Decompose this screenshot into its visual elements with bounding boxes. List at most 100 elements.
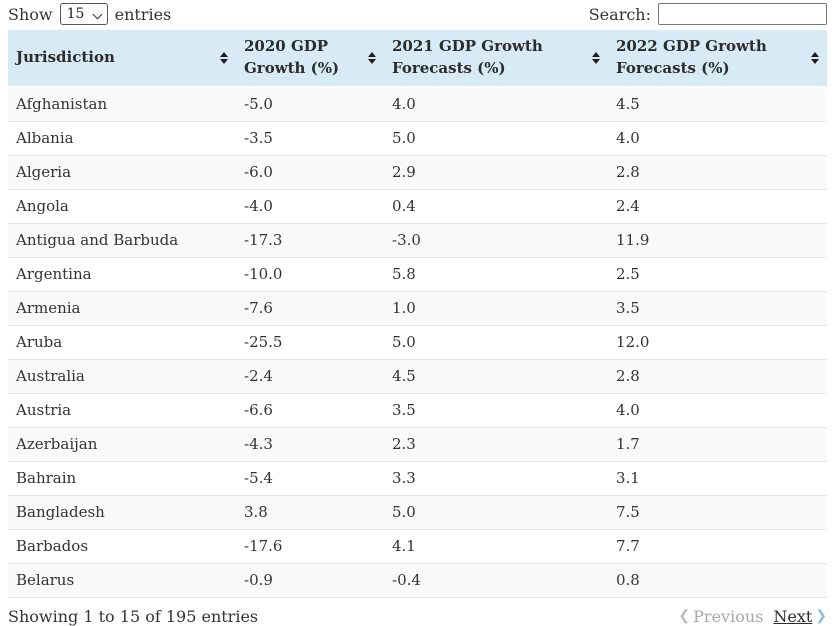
chevron-right-icon: ❯	[815, 608, 827, 624]
cell-2020-gdp-growth: -25.5	[236, 324, 384, 359]
sort-icon	[592, 51, 600, 64]
cell-jurisdiction: Bangladesh	[8, 494, 236, 529]
cell-2020-gdp-growth: -7.6	[236, 290, 384, 325]
cell-jurisdiction: Barbados	[8, 528, 236, 563]
cell-2020-gdp-growth: -10.0	[236, 256, 384, 291]
cell-2021-gdp-forecast: 5.0	[384, 324, 608, 359]
cell-jurisdiction: Afghanistan	[8, 86, 236, 121]
cell-2022-gdp-forecast: 4.5	[608, 86, 827, 121]
column-header-2020-gdp-growth[interactable]: 2020 GDP Growth (%)	[236, 30, 384, 87]
cell-2022-gdp-forecast: 0.8	[608, 562, 827, 598]
column-header-2021-gdp-forecast[interactable]: 2021 GDP Growth Forecasts (%)	[384, 30, 608, 87]
cell-2022-gdp-forecast: 4.0	[608, 392, 827, 427]
sort-icon	[811, 51, 819, 64]
cell-jurisdiction: Belarus	[8, 562, 236, 598]
search-label: Search:	[588, 4, 651, 24]
next-label: Next	[773, 606, 813, 626]
column-header-label: 2020 GDP Growth (%)	[244, 37, 340, 77]
cell-jurisdiction: Armenia	[8, 290, 236, 325]
cell-2022-gdp-forecast: 11.9	[608, 222, 827, 257]
cell-2020-gdp-growth: -5.0	[236, 86, 384, 121]
cell-2022-gdp-forecast: 7.5	[608, 494, 827, 529]
cell-jurisdiction: Aruba	[8, 324, 236, 359]
cell-2020-gdp-growth: -2.4	[236, 358, 384, 393]
cell-2021-gdp-forecast: 3.3	[384, 460, 608, 495]
page-length-select-wrap: 15	[59, 3, 108, 26]
table-header-row: Jurisdiction 2020 GDP Growth (%) 2021 GD…	[8, 30, 827, 87]
chevron-left-icon: ❮	[678, 608, 691, 624]
cell-2020-gdp-growth: -17.3	[236, 222, 384, 257]
cell-2020-gdp-growth: 3.8	[236, 494, 384, 529]
table-row: Afghanistan -5.0 4.0 4.5	[8, 86, 827, 121]
cell-2020-gdp-growth: -4.0	[236, 188, 384, 223]
cell-2022-gdp-forecast: 4.0	[608, 120, 827, 155]
table-header: Jurisdiction 2020 GDP Growth (%) 2021 GD…	[8, 30, 827, 87]
cell-2021-gdp-forecast: 2.9	[384, 154, 608, 189]
table-row: Albania -3.5 5.0 4.0	[8, 120, 827, 155]
cell-jurisdiction: Albania	[8, 120, 236, 155]
cell-jurisdiction: Austria	[8, 392, 236, 427]
cell-jurisdiction: Argentina	[8, 256, 236, 291]
column-header-jurisdiction[interactable]: Jurisdiction	[8, 30, 236, 87]
next-page-button[interactable]: Next ❯	[773, 607, 827, 626]
previous-page-button[interactable]: ❮ Previous	[678, 607, 763, 626]
table-body: Afghanistan -5.0 4.0 4.5 Albania -3.5 5.…	[8, 86, 827, 598]
entries-label: entries	[114, 4, 172, 24]
column-header-label: 2022 GDP Growth Forecasts (%)	[616, 37, 767, 77]
cell-2021-gdp-forecast: -3.0	[384, 222, 608, 257]
pagination: ❮ Previous Next ❯	[678, 607, 827, 626]
column-header-label: 2021 GDP Growth Forecasts (%)	[392, 37, 543, 77]
cell-2022-gdp-forecast: 3.5	[608, 290, 827, 325]
cell-2021-gdp-forecast: 2.3	[384, 426, 608, 461]
cell-2020-gdp-growth: -4.3	[236, 426, 384, 461]
cell-2021-gdp-forecast: 5.8	[384, 256, 608, 291]
table-row: Armenia -7.6 1.0 3.5	[8, 290, 827, 325]
table-row: Bahrain -5.4 3.3 3.1	[8, 460, 827, 495]
cell-2020-gdp-growth: -6.6	[236, 392, 384, 427]
cell-2021-gdp-forecast: 4.1	[384, 528, 608, 563]
table-row: Australia -2.4 4.5 2.8	[8, 358, 827, 393]
table-footer-bar: Showing 1 to 15 of 195 entries ❮ Previou…	[0, 598, 835, 626]
cell-2020-gdp-growth: -0.9	[236, 562, 384, 598]
search-input[interactable]	[658, 3, 827, 25]
cell-2020-gdp-growth: -5.4	[236, 460, 384, 495]
page-length-select[interactable]: 15	[59, 3, 108, 26]
cell-2021-gdp-forecast: 4.0	[384, 86, 608, 121]
cell-jurisdiction: Bahrain	[8, 460, 236, 495]
cell-2022-gdp-forecast: 2.4	[608, 188, 827, 223]
cell-2022-gdp-forecast: 1.7	[608, 426, 827, 461]
cell-2022-gdp-forecast: 7.7	[608, 528, 827, 563]
cell-2021-gdp-forecast: 0.4	[384, 188, 608, 223]
cell-2022-gdp-forecast: 2.8	[608, 154, 827, 189]
cell-2021-gdp-forecast: 3.5	[384, 392, 608, 427]
column-header-label: Jurisdiction	[16, 47, 115, 66]
cell-2021-gdp-forecast: 1.0	[384, 290, 608, 325]
table-row: Antigua and Barbuda -17.3 -3.0 11.9	[8, 222, 827, 257]
cell-2021-gdp-forecast: -0.4	[384, 562, 608, 598]
cell-2021-gdp-forecast: 5.0	[384, 494, 608, 529]
cell-2021-gdp-forecast: 4.5	[384, 358, 608, 393]
table-row: Bangladesh 3.8 5.0 7.5	[8, 494, 827, 529]
table-row: Barbados -17.6 4.1 7.7	[8, 528, 827, 563]
table-row: Argentina -10.0 5.8 2.5	[8, 256, 827, 291]
table-row: Azerbaijan -4.3 2.3 1.7	[8, 426, 827, 461]
search-control: Search:	[589, 3, 827, 25]
page-length-control: Show 15 entries	[8, 3, 171, 26]
previous-label: Previous	[693, 606, 764, 626]
cell-jurisdiction: Algeria	[8, 154, 236, 189]
table-row: Aruba -25.5 5.0 12.0	[8, 324, 827, 359]
table-row: Algeria -6.0 2.9 2.8	[8, 154, 827, 189]
sort-icon	[220, 51, 228, 64]
cell-jurisdiction: Angola	[8, 188, 236, 223]
table-info: Showing 1 to 15 of 195 entries	[8, 606, 259, 626]
cell-jurisdiction: Azerbaijan	[8, 426, 236, 461]
show-label: Show	[8, 4, 53, 24]
cell-jurisdiction: Antigua and Barbuda	[8, 222, 236, 257]
sort-icon	[368, 51, 376, 64]
column-header-2022-gdp-forecast[interactable]: 2022 GDP Growth Forecasts (%)	[608, 30, 827, 87]
cell-2021-gdp-forecast: 5.0	[384, 120, 608, 155]
cell-2020-gdp-growth: -3.5	[236, 120, 384, 155]
cell-2022-gdp-forecast: 3.1	[608, 460, 827, 495]
cell-2022-gdp-forecast: 2.8	[608, 358, 827, 393]
table-row: Angola -4.0 0.4 2.4	[8, 188, 827, 223]
